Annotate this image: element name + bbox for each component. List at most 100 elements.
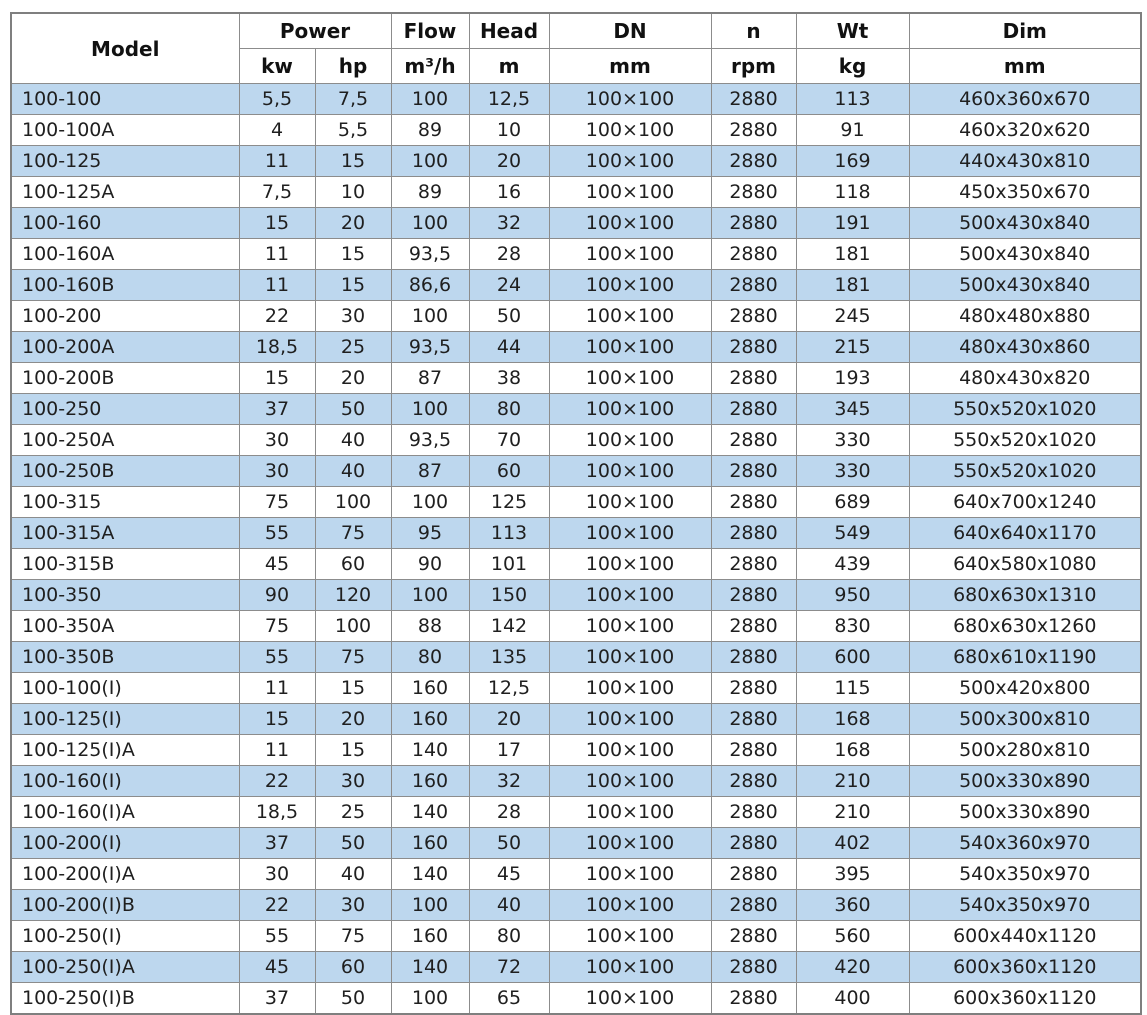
n-cell: 2880	[710, 703, 797, 735]
dim-cell: 540x350x970	[908, 889, 1142, 921]
dn-cell: 100×100	[548, 83, 712, 115]
dim-cell: 480x430x860	[908, 331, 1142, 363]
power-hp-cell: 120	[314, 579, 392, 611]
power-kw-cell: 22	[238, 300, 316, 332]
dim-cell: 500x430x840	[908, 207, 1142, 239]
wt-cell: 191	[795, 207, 910, 239]
table-row: 100-125 11 15 100 20 100×100 2880 169 440x430x81…	[10, 145, 1142, 177]
power-kw-cell: 30	[238, 455, 316, 487]
model-cell: 100-160B	[10, 269, 240, 301]
power-kw-cell: 45	[238, 951, 316, 983]
wt-cell: 330	[795, 424, 910, 456]
dn-cell: 100×100	[548, 176, 712, 208]
flow-cell: 89	[390, 114, 470, 146]
dn-cell: 100×100	[548, 579, 712, 611]
unit-header-n: rpm	[710, 48, 797, 84]
head-cell: 28	[468, 796, 550, 828]
wt-cell: 600	[795, 641, 910, 673]
head-cell: 72	[468, 951, 550, 983]
dn-cell: 100×100	[548, 424, 712, 456]
head-cell: 50	[468, 827, 550, 859]
power-hp-cell: 30	[314, 889, 392, 921]
dn-cell: 100×100	[548, 300, 712, 332]
col-header-wt: Wt	[795, 12, 910, 49]
n-cell: 2880	[710, 579, 797, 611]
n-cell: 2880	[710, 331, 797, 363]
dim-cell: 550x520x1020	[908, 455, 1142, 487]
wt-cell: 215	[795, 331, 910, 363]
head-cell: 12,5	[468, 83, 550, 115]
power-hp-cell: 40	[314, 858, 392, 890]
dn-cell: 100×100	[548, 455, 712, 487]
model-cell: 100-200	[10, 300, 240, 332]
model-cell: 100-160(I)	[10, 765, 240, 797]
n-cell: 2880	[710, 951, 797, 983]
col-header-head: Head	[468, 12, 550, 49]
flow-cell: 160	[390, 672, 470, 704]
table-header: Model Power Flow Head DN n Wt Dim kw hp …	[10, 12, 1142, 84]
head-cell: 142	[468, 610, 550, 642]
wt-cell: 830	[795, 610, 910, 642]
dim-cell: 440x430x810	[908, 145, 1142, 177]
flow-cell: 140	[390, 858, 470, 890]
head-cell: 17	[468, 734, 550, 766]
dim-cell: 550x520x1020	[908, 393, 1142, 425]
model-cell: 100-125(I)A	[10, 734, 240, 766]
head-cell: 60	[468, 455, 550, 487]
flow-cell: 160	[390, 765, 470, 797]
table-row: 100-160 15 20 100 32 100×100 2880 191 500x430x84…	[10, 207, 1142, 239]
power-kw-cell: 5,5	[238, 83, 316, 115]
n-cell: 2880	[710, 889, 797, 921]
power-kw-cell: 37	[238, 827, 316, 859]
table-row: 100-350A 75 100 88 142 100×100 2880 830 680x630x…	[10, 610, 1142, 642]
n-cell: 2880	[710, 982, 797, 1015]
dim-cell: 550x520x1020	[908, 424, 1142, 456]
n-cell: 2880	[710, 920, 797, 952]
power-hp-cell: 25	[314, 331, 392, 363]
power-hp-cell: 50	[314, 393, 392, 425]
wt-cell: 91	[795, 114, 910, 146]
dn-cell: 100×100	[548, 703, 712, 735]
n-cell: 2880	[710, 486, 797, 518]
flow-cell: 100	[390, 145, 470, 177]
header-row-titles: Model Power Flow Head DN n Wt Dim	[10, 12, 1142, 84]
power-hp-cell: 100	[314, 610, 392, 642]
dn-cell: 100×100	[548, 238, 712, 270]
head-cell: 70	[468, 424, 550, 456]
power-hp-cell: 10	[314, 176, 392, 208]
power-kw-cell: 55	[238, 517, 316, 549]
head-cell: 101	[468, 548, 550, 580]
dim-cell: 480x430x820	[908, 362, 1142, 394]
flow-cell: 93,5	[390, 238, 470, 270]
power-hp-cell: 20	[314, 703, 392, 735]
model-cell: 100-200(I)B	[10, 889, 240, 921]
model-cell: 100-250(I)A	[10, 951, 240, 983]
n-cell: 2880	[710, 827, 797, 859]
dn-cell: 100×100	[548, 145, 712, 177]
power-kw-cell: 11	[238, 734, 316, 766]
head-cell: 113	[468, 517, 550, 549]
table-row: 100-100(I) 11 15 160 12,5 100×100 2880 115 500x4…	[10, 672, 1142, 704]
n-cell: 2880	[710, 610, 797, 642]
wt-cell: 181	[795, 269, 910, 301]
power-kw-cell: 90	[238, 579, 316, 611]
model-cell: 100-160A	[10, 238, 240, 270]
wt-cell: 193	[795, 362, 910, 394]
dn-cell: 100×100	[548, 734, 712, 766]
table-row: 100-125A 7,5 10 89 16 100×100 2880 118 450x350x6…	[10, 176, 1142, 208]
head-cell: 38	[468, 362, 550, 394]
table-body: 100-100 5,5 7,5 100 12,5 100×100 2880 113 460x36…	[10, 83, 1142, 1015]
power-kw-cell: 75	[238, 486, 316, 518]
flow-cell: 100	[390, 300, 470, 332]
table-row: 100-250B 30 40 87 60 100×100 2880 330 550x520x10…	[10, 455, 1142, 487]
table-row: 100-315B 45 60 90 101 100×100 2880 439 640x580x1…	[10, 548, 1142, 580]
table-row: 100-200(I)B 22 30 100 40 100×100 2880 360 540x35…	[10, 889, 1142, 921]
wt-cell: 395	[795, 858, 910, 890]
power-hp-cell: 15	[314, 145, 392, 177]
flow-cell: 90	[390, 548, 470, 580]
power-kw-cell: 11	[238, 672, 316, 704]
model-cell: 100-125A	[10, 176, 240, 208]
power-hp-cell: 30	[314, 765, 392, 797]
dim-cell: 600x360x1120	[908, 982, 1142, 1015]
n-cell: 2880	[710, 424, 797, 456]
